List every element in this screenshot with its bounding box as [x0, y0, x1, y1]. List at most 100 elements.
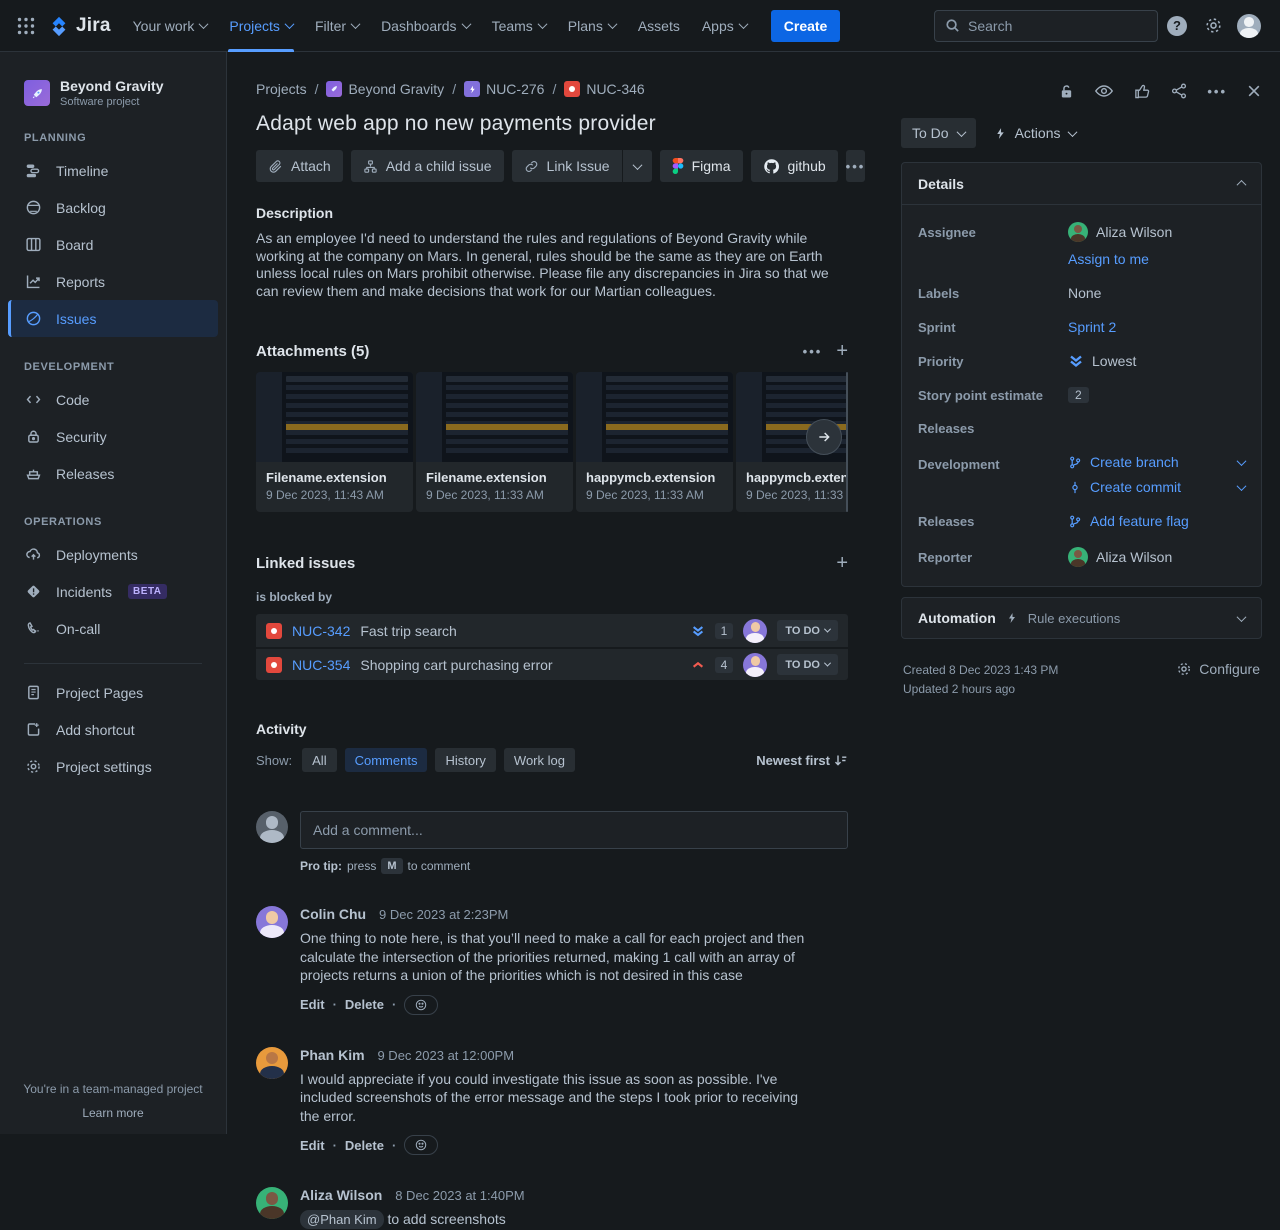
linked-issue-status-dropdown[interactable]: TO DO [777, 620, 838, 641]
nav-your-work[interactable]: Your work [123, 10, 218, 42]
nav-dashboards[interactable]: Dashboards [371, 10, 480, 42]
attach-button[interactable]: Attach [256, 150, 343, 182]
sidebar-item-incidents[interactable]: Incidents BETA [8, 573, 218, 610]
create-branch-row[interactable]: Create branch [1068, 454, 1247, 470]
comment-delete-button[interactable]: Delete [344, 997, 384, 1012]
sidebar-item-timeline[interactable]: Timeline [8, 152, 218, 189]
comment-edit-button[interactable]: Edit [300, 997, 325, 1012]
sidebar-item-code[interactable]: Code [8, 381, 218, 418]
comment-author[interactable]: Phan Kim [300, 1046, 365, 1063]
help-button[interactable]: ? [1160, 10, 1194, 42]
comment-author[interactable]: Colin Chu [300, 906, 367, 922]
watch-button[interactable] [1094, 81, 1114, 101]
sidebar-item-project-pages[interactable]: Project Pages [8, 674, 218, 711]
share-button[interactable] [1170, 82, 1188, 100]
filter-work-log[interactable]: Work log [503, 748, 575, 772]
sidebar-item-security[interactable]: Security [8, 418, 218, 455]
linked-issue-key[interactable]: NUC-354 [292, 656, 351, 673]
comment-author-avatar[interactable] [256, 1187, 288, 1219]
comment-edit-button[interactable]: Edit [300, 1137, 325, 1153]
close-button[interactable] [1246, 83, 1262, 99]
breadcrumb-project[interactable]: Beyond Gravity [326, 81, 444, 97]
add-child-issue-button[interactable]: Add a child issue [350, 150, 504, 182]
toolbar-more-button[interactable]: ••• [845, 150, 866, 182]
search-input[interactable] [968, 17, 1147, 34]
app-switcher-icon[interactable] [10, 10, 42, 42]
sidebar-item-issues[interactable]: Issues [8, 300, 218, 337]
settings-button[interactable] [1196, 10, 1230, 42]
linked-issue-summary[interactable]: Shopping cart purchasing error [360, 656, 553, 673]
priority-value[interactable]: Lowest [1068, 353, 1245, 369]
github-button[interactable]: github [750, 150, 838, 182]
linked-issue-key[interactable]: NUC-342 [292, 622, 351, 639]
description-text[interactable]: As an employee I'd need to understand th… [256, 230, 829, 299]
sidebar-item-releases[interactable]: Releases [8, 455, 218, 492]
attachment-card[interactable]: Filename.extension 9 Dec 2023, 11:33 AM [416, 372, 573, 512]
figma-button[interactable]: Figma [659, 150, 743, 182]
nav-assets[interactable]: Assets [637, 17, 680, 34]
breadcrumb-issue[interactable]: NUC-346 [564, 81, 645, 97]
project-header[interactable]: Beyond Gravity Software project [8, 78, 218, 108]
linked-issue-summary[interactable]: Fast trip search [360, 622, 457, 639]
comment-input[interactable] [300, 811, 848, 849]
nav-apps[interactable]: Apps [692, 10, 757, 42]
automation-panel[interactable]: Automation Rule executions [901, 597, 1262, 639]
assign-to-me-link[interactable]: Assign to me [1068, 251, 1149, 267]
reporter-value[interactable]: Aliza Wilson [1068, 547, 1245, 567]
sidebar-item-deployments[interactable]: Deployments [8, 536, 218, 573]
attachments-more-button[interactable]: ••• [803, 344, 823, 359]
comment-author-avatar[interactable] [256, 906, 288, 938]
issue-title[interactable]: Adapt web app no new payments provider [256, 112, 656, 135]
filter-history[interactable]: History [435, 748, 496, 772]
create-commit-row[interactable]: Create commit [1068, 479, 1247, 495]
attachments-scrollbar[interactable] [846, 372, 848, 512]
sidebar-item-project-settings[interactable]: Project settings [8, 748, 218, 785]
profile-button[interactable] [1232, 10, 1266, 42]
attachment-card[interactable]: happymcb.extension 9 Dec 2023, 11:33 AM [576, 372, 733, 512]
vote-button[interactable] [1133, 82, 1151, 100]
linked-issue-status-dropdown[interactable]: TO DO [777, 654, 838, 675]
create-button[interactable]: Create [770, 9, 841, 42]
filter-comments[interactable]: Comments [344, 748, 428, 772]
nav-filter[interactable]: Filter [305, 10, 369, 42]
panel-more-button[interactable]: ••• [1207, 84, 1227, 99]
add-reaction-button[interactable] [404, 994, 439, 1015]
link-issue-button[interactable]: Link Issue [511, 150, 622, 182]
assignee-value[interactable]: Aliza Wilson [1068, 222, 1245, 242]
breadcrumb-epic[interactable]: NUC-276 [464, 81, 544, 97]
sidebar-item-reports[interactable]: Reports [8, 263, 218, 300]
sidebar-item-on-call[interactable]: On-call [8, 610, 218, 647]
nav-plans[interactable]: Plans [558, 10, 626, 42]
search-box[interactable] [934, 9, 1158, 42]
status-dropdown[interactable]: To Do [901, 118, 976, 148]
attachments-add-button[interactable]: + [836, 341, 848, 361]
details-panel-header[interactable]: Details [902, 163, 1261, 205]
comment-author[interactable]: Aliza Wilson [300, 1187, 383, 1203]
sidebar-item-add-shortcut[interactable]: Add shortcut [8, 711, 218, 748]
linked-issues-add-button[interactable]: + [836, 553, 848, 573]
sort-order-button[interactable]: Newest first [756, 753, 848, 768]
comment-author-avatar[interactable] [256, 1046, 288, 1079]
jira-logo[interactable]: Jira [44, 15, 121, 37]
lock-button[interactable] [1058, 83, 1075, 100]
attachment-card[interactable]: Filename.extension 9 Dec 2023, 11:43 AM [256, 372, 413, 512]
add-feature-flag-link[interactable]: Add feature flag [1068, 513, 1189, 529]
sidebar-item-backlog[interactable]: Backlog [8, 189, 218, 226]
user-mention[interactable]: @Phan Kim [300, 1210, 384, 1229]
attachments-scroll-next-button[interactable] [806, 419, 842, 455]
add-reaction-button[interactable] [404, 1135, 439, 1155]
linked-issue-row[interactable]: NUC-342 Fast trip search 1 TO DO [256, 614, 848, 647]
configure-button[interactable]: Configure [1176, 661, 1260, 677]
attachment-card[interactable]: happymcb.extension 9 Dec 2023, 11:33 AM [736, 372, 848, 512]
labels-value[interactable]: None [1068, 285, 1102, 301]
breadcrumb-projects[interactable]: Projects [256, 81, 307, 97]
learn-more-link[interactable]: Learn more [82, 1106, 144, 1120]
comment-delete-button[interactable]: Delete [344, 1137, 384, 1153]
actions-dropdown[interactable]: Actions [994, 125, 1077, 141]
filter-all[interactable]: All [302, 748, 337, 772]
story-point-badge[interactable]: 2 [1068, 387, 1089, 403]
link-issue-dropdown-button[interactable] [621, 150, 652, 182]
nav-projects[interactable]: Projects [219, 10, 303, 52]
sidebar-item-board[interactable]: Board [8, 226, 218, 263]
sprint-link[interactable]: Sprint 2 [1068, 319, 1117, 335]
